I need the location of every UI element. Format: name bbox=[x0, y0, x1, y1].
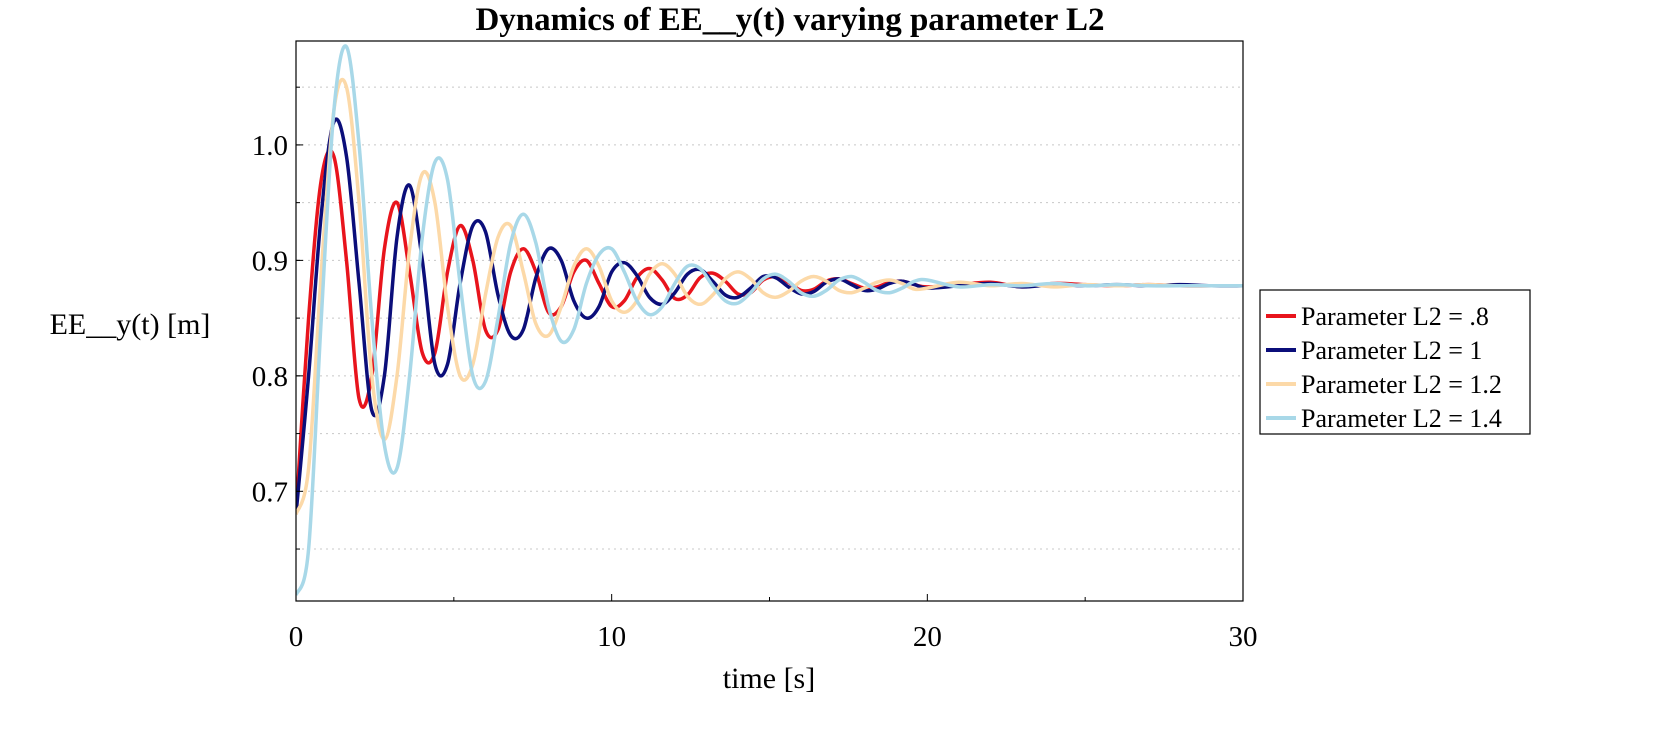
legend-box bbox=[1259, 289, 1531, 435]
y-tick-label: 0.9 bbox=[252, 245, 288, 277]
plot-area-frame bbox=[295, 40, 1244, 602]
axis-ticks: 0.7 0.8 0.9 1.0 0 10 20 30 bbox=[252, 86, 1258, 653]
y-tick-label: 1.0 bbox=[252, 130, 288, 162]
x-tick-label: 20 bbox=[913, 621, 942, 653]
plot-series bbox=[296, 44, 1243, 596]
y-tick-label: 0.8 bbox=[252, 361, 288, 393]
x-tick-label: 30 bbox=[1229, 621, 1258, 653]
x-tick-label: 0 bbox=[289, 621, 304, 653]
series-line bbox=[296, 148, 1243, 515]
series-line bbox=[296, 117, 1243, 515]
legend: Parameter L2 = .8 Parameter L2 = 1 Paramet… bbox=[1259, 289, 1531, 435]
x-axis-label: time [s] bbox=[723, 662, 815, 695]
x-tick-label: 10 bbox=[597, 621, 626, 653]
series-line bbox=[296, 77, 1243, 516]
legend-label: Parameter L2 = .8 bbox=[1301, 302, 1489, 331]
legend-label: Parameter L2 = 1 bbox=[1301, 336, 1482, 365]
y-tick-label: 0.7 bbox=[252, 476, 288, 508]
legend-label: Parameter L2 = 1.4 bbox=[1301, 404, 1502, 433]
chart-title: Dynamics of EE__y(t) varying parameter L… bbox=[475, 2, 1104, 38]
series-line bbox=[296, 44, 1243, 596]
y-axis-label: EE__y(t) [m] bbox=[50, 308, 211, 341]
legend-label: Parameter L2 = 1.2 bbox=[1301, 370, 1502, 399]
